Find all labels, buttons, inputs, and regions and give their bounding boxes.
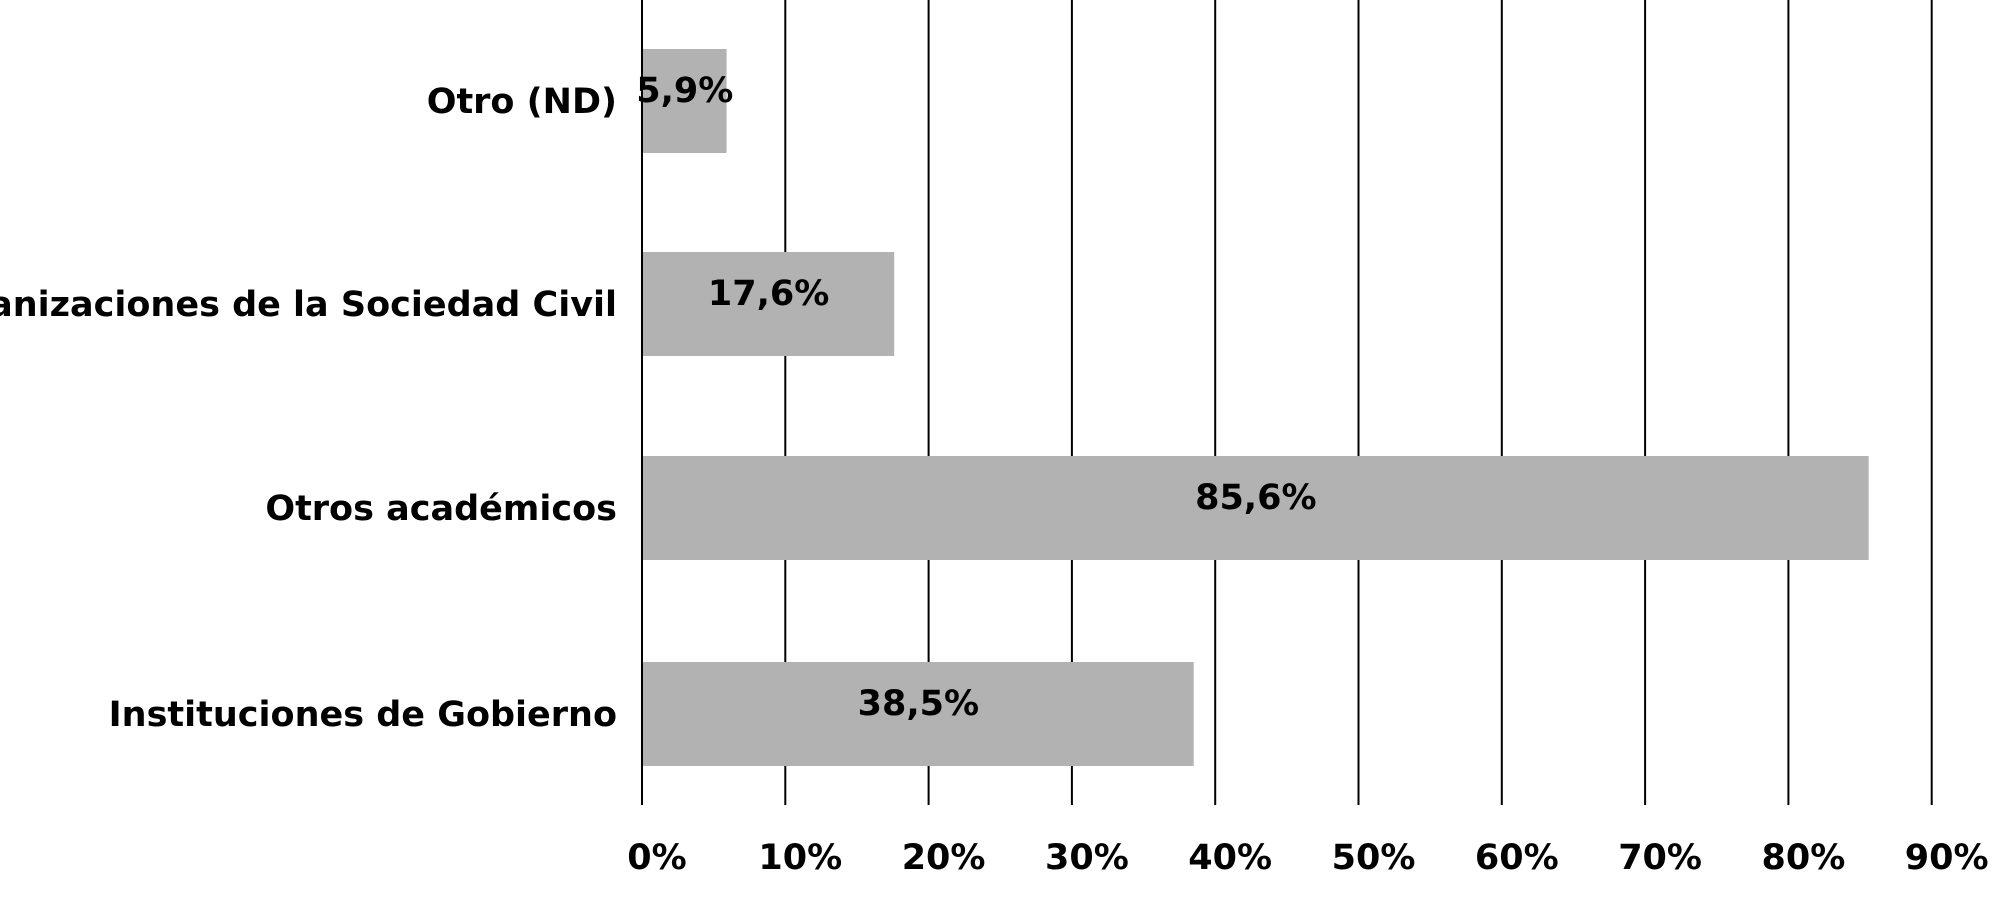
- bar: [643, 662, 1194, 766]
- x-tick-label: 10%: [758, 838, 842, 878]
- x-tick-label: 40%: [1188, 838, 1272, 878]
- data-label: 17,6%: [708, 274, 829, 314]
- x-tick-label: 70%: [1618, 838, 1702, 878]
- data-label: 5,9%: [636, 71, 733, 111]
- category-label: Instituciones de Gobierno: [109, 695, 617, 735]
- x-tick-label: 90%: [1905, 838, 1989, 878]
- bar: [643, 252, 895, 356]
- label-layer: 0% 10% 20% 30% 40% 50% 60% 70% 80% 90% Otro (ND) 5,…: [0, 71, 1989, 878]
- category-label: Otros académicos: [265, 489, 617, 529]
- x-tick-label: 50%: [1332, 838, 1416, 878]
- category-label: Otro (ND): [427, 82, 617, 122]
- x-tick-label: 80%: [1762, 838, 1846, 878]
- grid-layer: [641, 0, 1933, 805]
- bar: [643, 49, 727, 153]
- category-label: Organizaciones de la Sociedad Civil: [0, 285, 617, 325]
- x-tick-label: 0%: [627, 838, 686, 878]
- data-label: 85,6%: [1195, 478, 1316, 518]
- x-tick-label: 60%: [1475, 838, 1559, 878]
- x-tick-label: 20%: [902, 838, 986, 878]
- bar: [643, 456, 1869, 560]
- x-tick-label: 30%: [1045, 838, 1129, 878]
- data-label: 38,5%: [858, 684, 979, 724]
- bar-layer: [643, 49, 1869, 766]
